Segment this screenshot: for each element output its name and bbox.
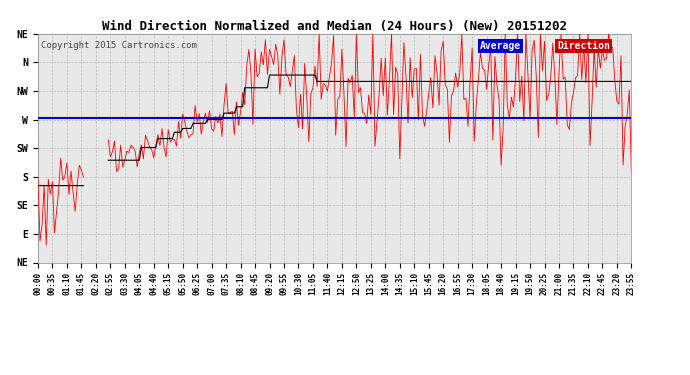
Title: Wind Direction Normalized and Median (24 Hours) (New) 20151202: Wind Direction Normalized and Median (24… [102,20,567,33]
Text: Direction: Direction [558,40,610,51]
Text: Copyright 2015 Cartronics.com: Copyright 2015 Cartronics.com [41,40,197,50]
Text: Average: Average [480,40,521,51]
